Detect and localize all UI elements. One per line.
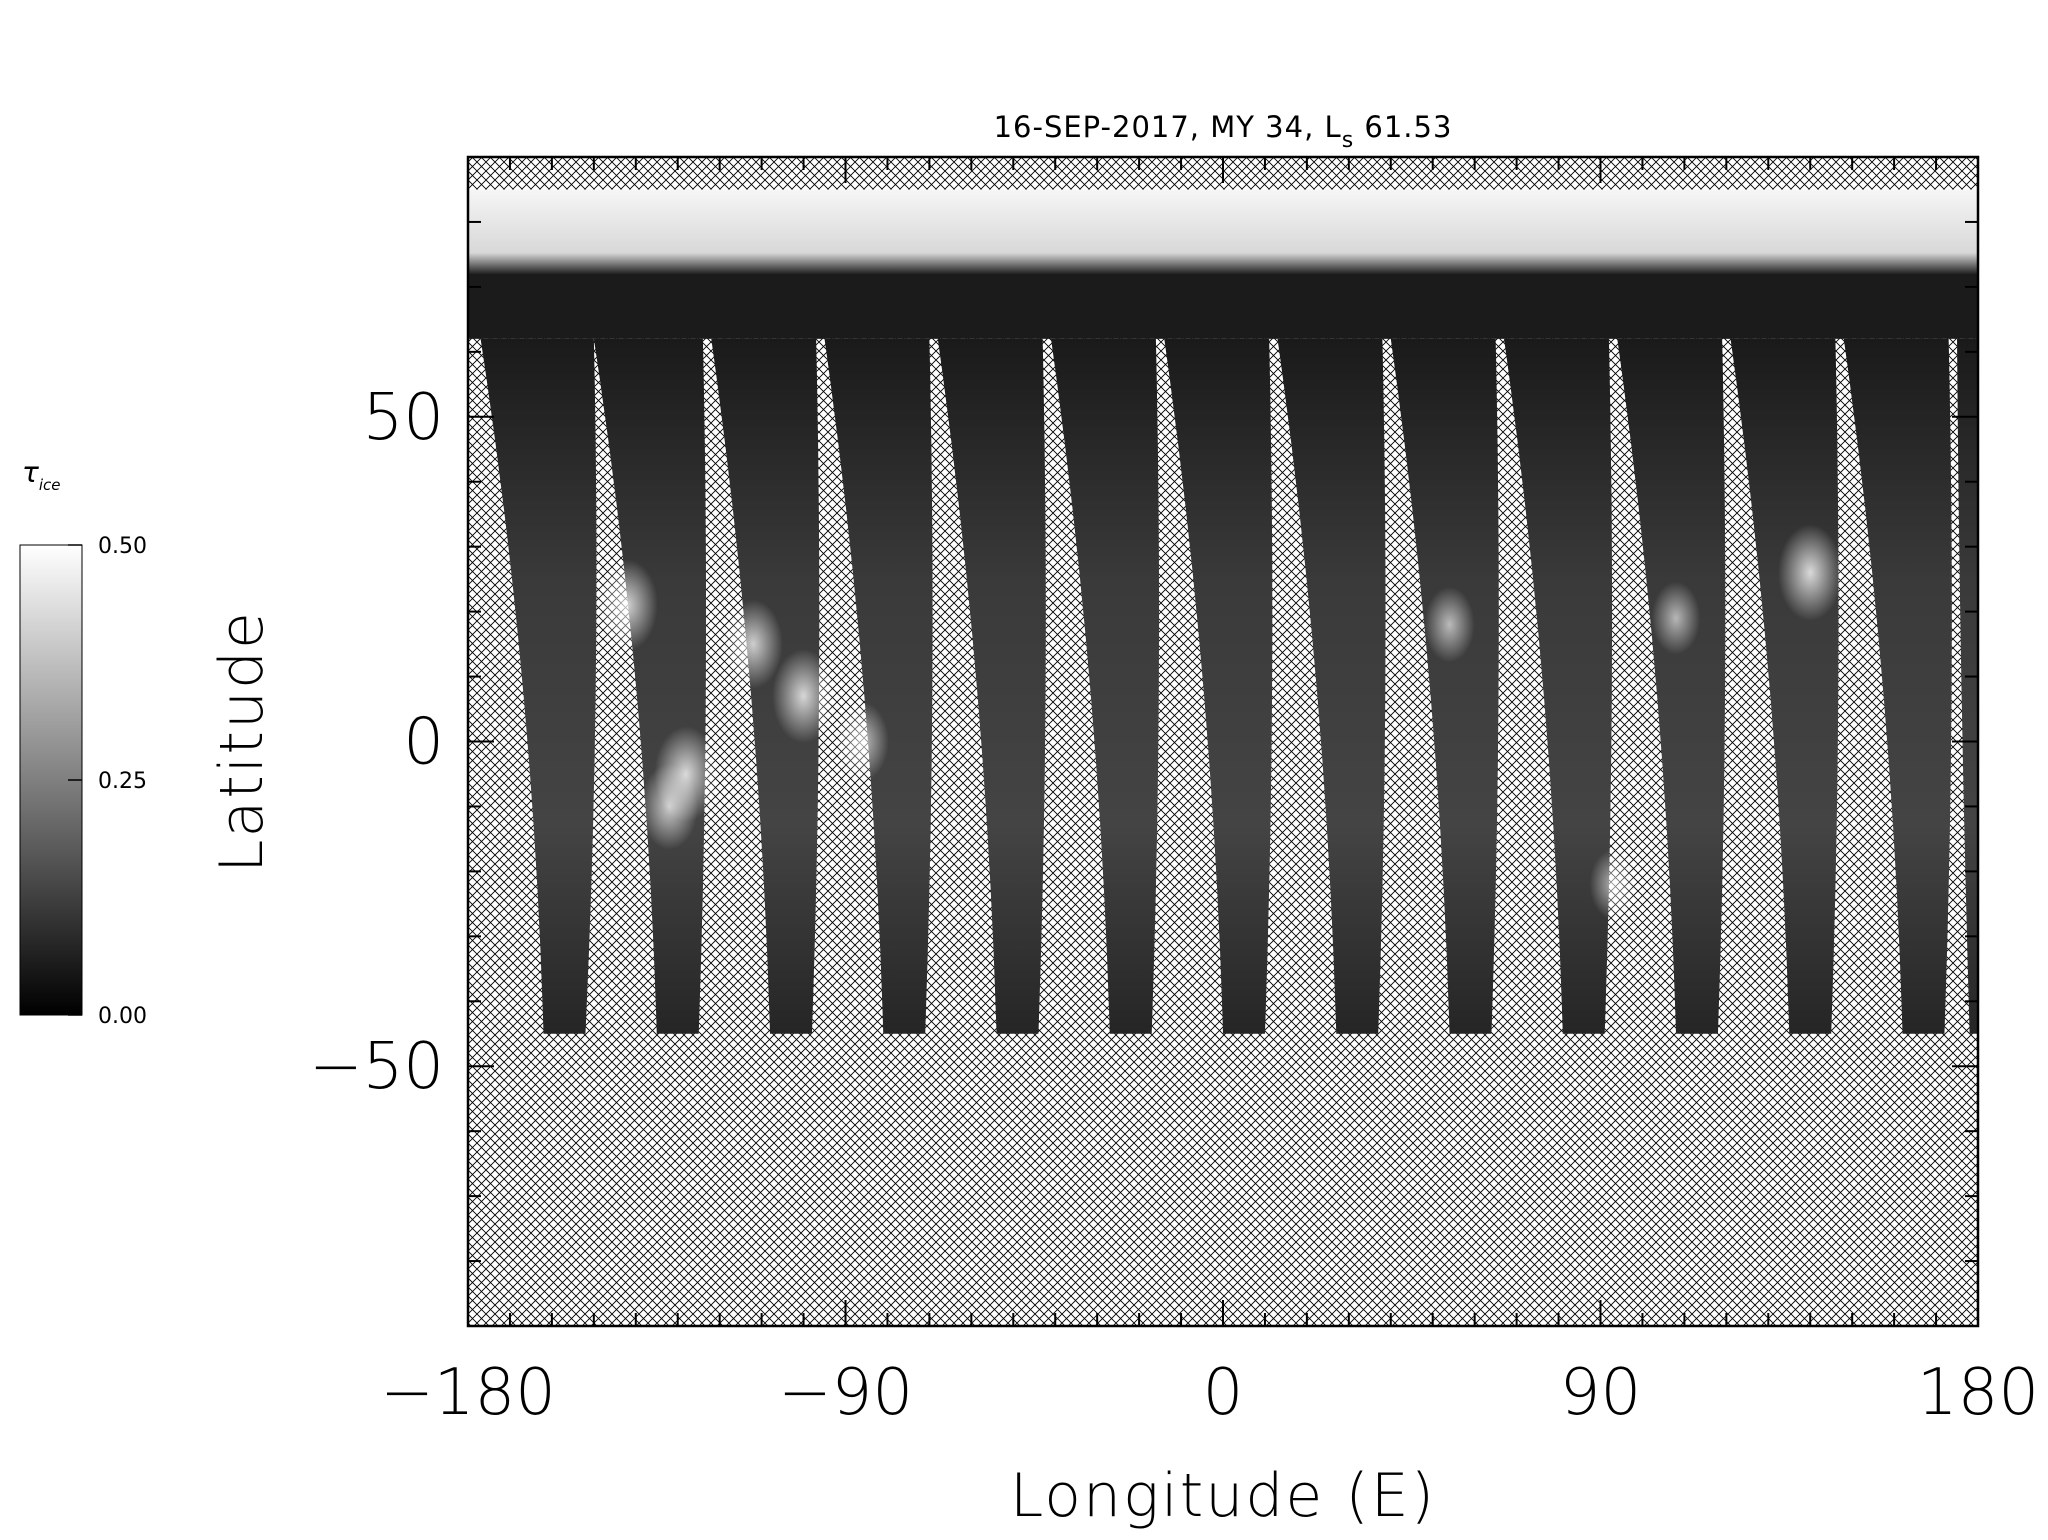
colorbar-title-subscript: ice: [39, 476, 61, 494]
ice-cloud-9: [1777, 524, 1843, 622]
chart-title: 16-SEP-2017, MY 34, Ls 61.53: [994, 110, 1453, 153]
swath-10: [1504, 338, 1613, 1034]
swaths-layer: [480, 338, 1978, 1034]
swath-5: [937, 338, 1046, 1034]
ice-cloud-3: [640, 763, 699, 850]
chart-title-suffix: 61.53: [1354, 110, 1452, 144]
swath-11: [1617, 338, 1726, 1034]
swath-9: [1390, 338, 1499, 1034]
colorbar: τice 0.00 0.25 0.50: [19, 456, 147, 1029]
ice-clouds-layer: [596, 524, 1843, 920]
x-tick-label: −90: [778, 1356, 913, 1430]
ice-cloud-8: [1651, 581, 1701, 655]
x-tick-label: −180: [380, 1356, 556, 1430]
x-tick-label: 180: [1917, 1356, 2039, 1430]
ice-cloud-4: [723, 599, 783, 689]
swath-4: [824, 338, 933, 1034]
ice-cloud-1: [596, 559, 658, 651]
x-tick-label: 90: [1560, 1356, 1641, 1430]
axis-ticks: [467, 156, 1979, 1327]
ice-cloud-10: [1589, 849, 1637, 920]
swath-2: [593, 338, 707, 1034]
north-polar-cap: [468, 189, 1978, 274]
ice-cloud-7: [1424, 586, 1475, 663]
plot-area: [468, 157, 1978, 1326]
colorbar-tick-label: 0.25: [98, 769, 147, 794]
colorbar-tick-label: 0.00: [98, 1004, 147, 1029]
chart-title-subscript: s: [1342, 128, 1354, 153]
colorbar-title: τice: [22, 456, 61, 494]
swath-7: [1164, 338, 1273, 1034]
chart-title-main: 16-SEP-2017, MY 34, L: [994, 110, 1342, 144]
swath-1: [480, 338, 597, 1034]
x-tick-label: 0: [1203, 1356, 1244, 1430]
swath-14: [1957, 338, 1978, 1034]
colorbar-ticks: 0.00 0.25 0.50: [68, 534, 147, 1029]
swath-13: [1843, 338, 1952, 1034]
swath-12: [1730, 338, 1839, 1034]
colorbar-title-symbol: τ: [22, 456, 39, 489]
axis-tick-labels: −180 −90 0 90 180 −50 0 50: [309, 381, 2039, 1430]
ice-cloud-5: [772, 648, 835, 744]
x-axis-label: Longitude (E): [1010, 1461, 1436, 1531]
y-tick-label: −50: [309, 1030, 444, 1104]
y-tick-label: 0: [403, 706, 444, 780]
colorbar-tick-label: 0.50: [98, 534, 147, 559]
swath-6: [1051, 338, 1160, 1034]
swath-8: [1277, 338, 1386, 1034]
y-axis-label: Latitude: [207, 610, 277, 873]
ice-cloud-6: [835, 701, 889, 782]
swath-3: [711, 338, 820, 1034]
y-tick-label: 50: [363, 381, 444, 455]
